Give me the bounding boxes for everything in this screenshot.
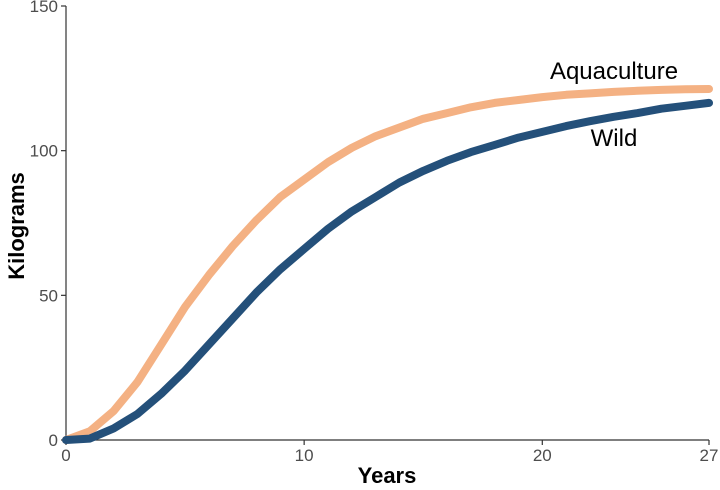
series-label-wild: Wild [591, 125, 638, 152]
x-tick-label: 10 [295, 446, 314, 465]
y-tick-label: 150 [30, 0, 58, 16]
x-tick-label: 20 [533, 446, 552, 465]
x-tick-label: 0 [61, 446, 70, 465]
series-group [62, 85, 713, 444]
series-line-aquaculture [62, 85, 713, 444]
x-tick-label: 27 [700, 446, 719, 465]
y-axis-title: Kilograms [4, 172, 29, 280]
x-axis-title: Years [358, 463, 417, 488]
series-line-wild [62, 98, 713, 444]
axes: 0 50 100 150 0 10 20 27 [30, 0, 719, 465]
labels: Aquaculture Wild [550, 58, 678, 152]
series-label-aquaculture: Aquaculture [550, 58, 678, 85]
y-tick-label: 50 [39, 286, 58, 305]
y-tick-label: 0 [49, 431, 58, 450]
y-tick-label: 100 [30, 142, 58, 161]
